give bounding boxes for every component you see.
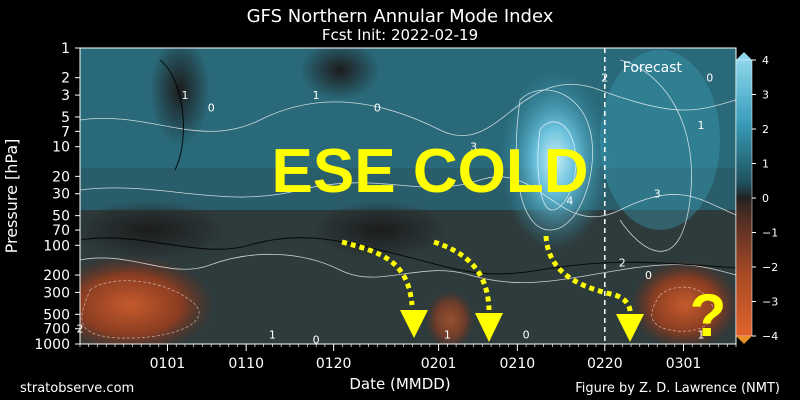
arrowhead-1 [400,310,428,338]
negative-region-right [630,260,736,344]
contour-line [537,121,577,211]
contour-label: 1 [181,89,188,102]
x-tick-label: 0120 [316,356,352,372]
headline-annotation: ESE COLD [272,137,589,206]
contour-line [619,59,692,252]
chart-title: GFS Northern Annular Mode Index [247,6,554,27]
y-tick-label: 2 [61,71,70,87]
contour-line [515,89,593,231]
contour-label: 1 [698,119,705,132]
dark-blob [310,200,450,260]
x-tick-label: 0210 [500,356,536,372]
contour-label: 3 [654,188,661,201]
y-axis-label: Pressure [hPa] [2,139,21,254]
negative-region-mid [425,290,475,344]
contour-label: 1 [313,89,320,102]
contour-label: 0 [706,72,713,85]
y-tick-label: 500 [43,307,70,323]
colorbar-ticks: 4 3 2 1 0 −1 −2 −3 −4 [752,54,778,343]
y-tick-label: 20 [52,169,70,185]
x-axis: 0101 0110 0120 0201 0210 0220 0301 [79,344,737,372]
y-tick-label: 200 [43,268,70,284]
y-tick-label: 10 [52,140,70,156]
positive-region [600,50,720,230]
contour-label: 0 [645,269,652,282]
y-tick-label: 700 [43,322,70,338]
y-tick-label: 5 [61,110,70,126]
negative-region-left [80,255,215,344]
arrow-path-2 [433,239,492,311]
x-tick-label: 0201 [421,356,457,372]
y-tick-label: 70 [52,223,70,239]
contour-label: 0 [313,333,320,346]
zero-contour [80,237,736,275]
footer-source: stratobserve.com [20,381,134,396]
yellow-arrows [341,235,633,319]
chart-subtitle: Fcst Init: 2022-02-19 [322,26,478,44]
zero-contour [159,59,184,171]
x-tick-label: 0220 [587,356,623,372]
footer-credit: Figure by Z. D. Lawrence (NMT) [575,381,780,396]
dark-blob [300,48,380,100]
contour-label: 1 [444,328,451,341]
contour-label: 2 [601,72,608,85]
colorbar-tick-label: 3 [762,89,769,102]
colorbar-tick-label: −2 [762,261,778,274]
y-tick-label: 3 [61,88,70,104]
y-tick-label: 100 [43,238,70,254]
arrow-path-3 [543,235,633,319]
y-tick-label: 50 [52,209,70,225]
y-tick-label: 300 [43,285,70,301]
x-tick-label: 0101 [150,356,186,372]
contour-line [80,176,736,218]
colorbar-gradient [735,59,753,337]
contour-label: 1 [698,328,705,341]
x-axis-label: Date (MMDD) [349,375,450,393]
arrowhead-2 [475,313,503,342]
y-tick-label: 7 [61,124,70,140]
colorbar: 4 3 2 1 0 −1 −2 −3 −4 [735,52,778,344]
positive-max-region [500,70,610,250]
contour-label: 3 [470,141,477,154]
colorbar-tick-label: 2 [762,123,769,136]
y-tick-label: 1000 [34,337,70,353]
plot-area [80,48,736,344]
colorbar-tick-label: 0 [762,192,769,205]
contour-label: 0 [208,101,215,114]
colorbar-tick-label: −3 [762,296,778,309]
arrow-path-1 [341,239,415,306]
x-tick-label: 0301 [666,356,702,372]
contour-label: 0 [523,328,530,341]
colorbar-tick-label: 4 [762,54,769,67]
negative-contour [81,280,200,339]
contour-line [80,253,736,284]
colorbar-top-triangle [736,52,752,60]
arrowhead-3 [616,314,644,342]
x-tick-label: 0110 [228,356,264,372]
colorbar-tick-label: −1 [762,227,778,240]
y-tick-label: 1 [61,41,70,57]
y-tick-label: 30 [52,187,70,203]
contour-label: 1 [269,328,276,341]
contour-label: 2 [619,257,626,270]
colorbar-tick-label: 1 [762,158,769,171]
contour-label: 4 [566,194,573,207]
question-annotation: ? [690,282,727,349]
colorbar-bottom-triangle [736,336,752,344]
contour-label: 0 [374,101,381,114]
contour-line [80,83,736,137]
yellow-arrowheads [400,310,644,342]
dark-blob [80,200,230,260]
colorbar-tick-label: −4 [762,330,778,343]
forecast-label: Forecast [623,60,683,76]
